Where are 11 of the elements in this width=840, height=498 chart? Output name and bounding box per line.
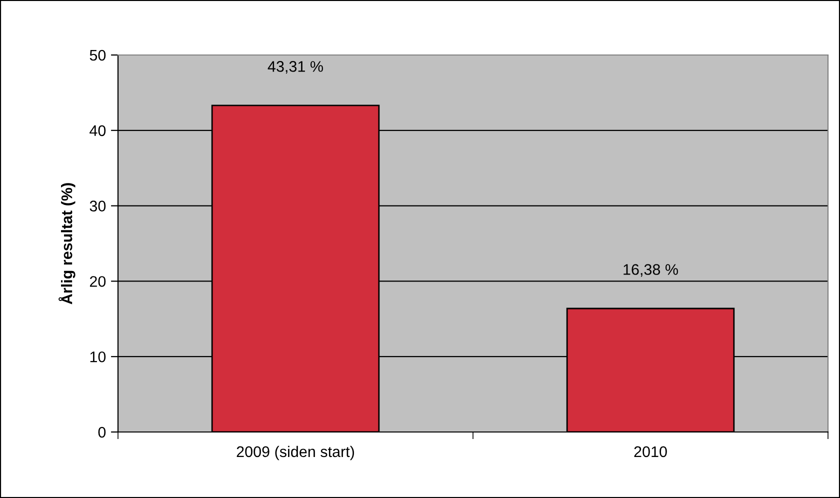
y-tick-label: 0 (98, 426, 106, 438)
y-axis-title: Årlig resultat (%) (58, 183, 76, 304)
y-tick-label: 50 (90, 50, 106, 61)
y-tick-label: 20 (90, 276, 106, 287)
y-tick-label: 30 (90, 200, 106, 212)
y-tick-label: 40 (90, 125, 106, 136)
x-tick-label: 2010 (634, 446, 667, 458)
data-label: 16,38 % (624, 264, 678, 277)
data-label: 43,31 % (268, 61, 323, 74)
x-tick-label: 2009 (siden start) (236, 446, 354, 460)
y-tick-label: 10 (90, 351, 106, 362)
